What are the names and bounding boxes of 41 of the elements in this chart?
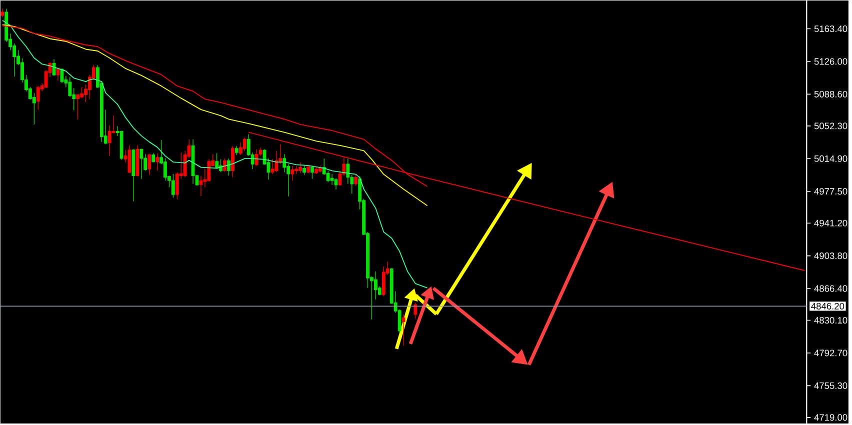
candlestick <box>235 145 238 156</box>
candlestick <box>56 68 60 81</box>
candlestick <box>231 145 234 178</box>
y-tick-label: 5014.90 <box>814 155 848 162</box>
candlestick <box>302 165 306 176</box>
candlestick <box>36 85 40 110</box>
candlestick <box>306 165 310 174</box>
candlestick <box>310 165 314 180</box>
y-tick-label: 4941.20 <box>814 220 848 226</box>
candlestick <box>132 148 136 202</box>
y-tick-label: 4977.50 <box>814 188 848 195</box>
y-tick-label: 5088.60 <box>814 90 848 98</box>
candlestick <box>0 8 4 18</box>
candlestick <box>52 58 56 76</box>
y-tick-label: 5126.00 <box>814 58 848 65</box>
y-tick-label: 4866.40 <box>814 285 848 292</box>
candlestick <box>318 165 322 173</box>
candlestick <box>354 174 358 186</box>
candlestick <box>242 137 246 152</box>
y-tick-label: 4719.00 <box>814 414 848 421</box>
candlestick <box>402 314 406 346</box>
candlestick <box>290 165 294 181</box>
y-tick-label: 4792.70 <box>814 350 848 356</box>
candlestick <box>148 154 152 176</box>
candlestick <box>334 178 338 190</box>
candlestick <box>136 144 140 177</box>
candlestick <box>140 148 144 180</box>
ref-line-label: 4846.20 <box>811 302 844 310</box>
y-tick-label: 5052.30 <box>814 122 848 130</box>
candlestick <box>171 174 175 198</box>
candlestick <box>156 152 160 171</box>
y-tick-label: 4830.10 <box>814 316 848 324</box>
candlestick <box>414 302 418 319</box>
candlestick <box>152 152 156 163</box>
y-tick-label: 4903.80 <box>814 252 848 260</box>
candlestick <box>314 166 318 174</box>
candlestick <box>330 174 334 186</box>
y-tick-label: 4755.30 <box>814 382 848 389</box>
y-tick-label: 5163.40 <box>814 25 848 32</box>
candlestick <box>298 162 302 174</box>
candlestick <box>191 138 195 184</box>
